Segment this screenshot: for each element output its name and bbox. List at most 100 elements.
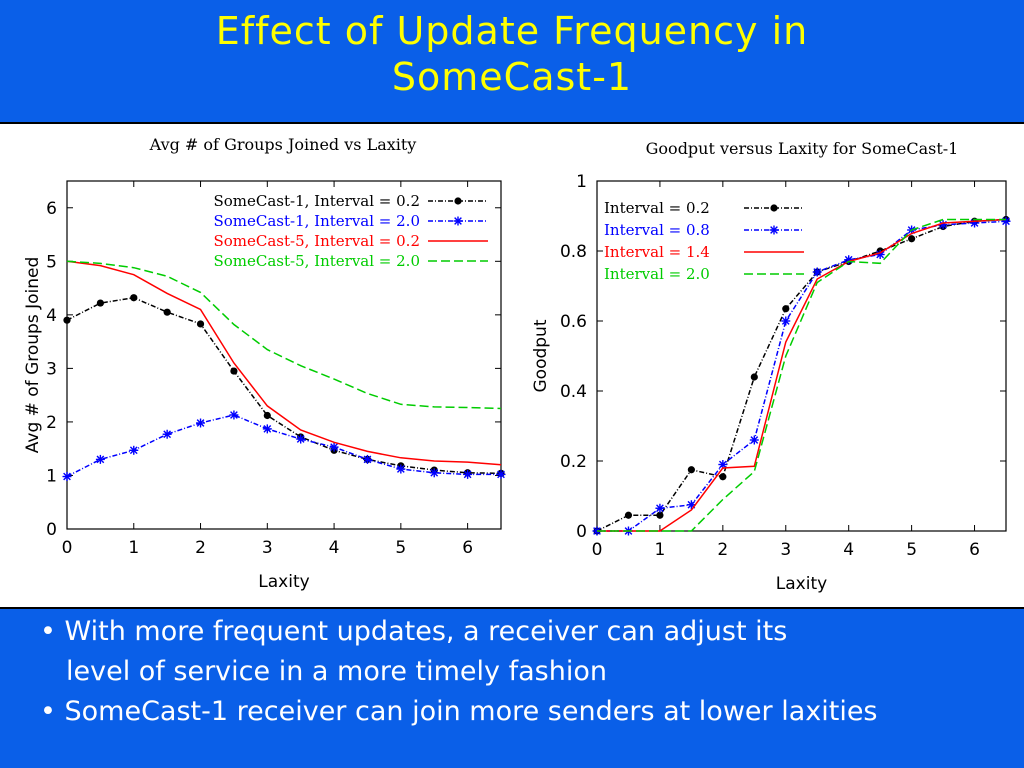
chart-goodput-svg: Goodput versus Laxity for SomeCast-1 0 1 2 3… [531, 139, 1011, 594]
chart-goodput: Goodput versus Laxity for SomeCast-1 0 1 2 3… [512, 124, 1024, 607]
data-point [812, 267, 822, 277]
chart-title: Avg # of Groups Joined vs Laxity [149, 135, 417, 154]
data-point [781, 316, 791, 326]
data-point [782, 305, 790, 313]
bullet-item-1: • With more frequent updates, a receiver… [40, 616, 788, 647]
charts-panel: Avg # of Groups Joined vs Laxity 0 1 2 3 4 5 6 0… [0, 122, 1024, 609]
plot-frame [66, 180, 502, 530]
y-tick-label: 0.6 [560, 312, 587, 332]
y-axis-label: Avg # of Groups Joined [23, 257, 43, 454]
legend-label: SomeCast-1, Interval = 0.2 [213, 192, 420, 210]
series-line [66, 260, 502, 410]
data-point [229, 410, 239, 420]
legend-marker [454, 197, 462, 205]
series-4 [597, 218, 1006, 532]
y-tick-label: 4 [46, 306, 57, 326]
data-point [1001, 216, 1011, 226]
data-point [396, 464, 406, 474]
legend-label: SomeCast-1, Interval = 2.0 [213, 212, 420, 230]
chart-groups-joined-svg: Avg # of Groups Joined vs Laxity 0 1 2 3 4 5 6 0… [23, 135, 506, 592]
x-tick-label: 3 [262, 538, 273, 558]
data-point [362, 454, 372, 464]
data-point [263, 411, 271, 420]
y-tick-label: 5 [46, 252, 57, 272]
x-axis-label: Laxity [258, 572, 309, 592]
y-axis-label: Goodput [531, 319, 551, 392]
data-point [230, 367, 238, 375]
data-point [749, 435, 759, 445]
legend-entry: SomeCast-5, Interval = 0.2 [213, 232, 488, 250]
legend-label: Interval = 0.8 [604, 221, 710, 239]
x-tick-label: 1 [655, 540, 666, 560]
legend-entry: SomeCast-5, Interval = 2.0 [213, 252, 488, 270]
bullet-item-2: • SomeCast-1 receiver can join more send… [40, 696, 878, 727]
chart-groups-joined: Avg # of Groups Joined vs Laxity 0 1 2 3 4 5 6 0… [0, 124, 512, 607]
y-tick-label: 1 [576, 172, 587, 192]
y-tick-label: 0 [46, 520, 57, 540]
series-line [597, 218, 1006, 532]
data-point [496, 469, 506, 479]
series-3 [597, 218, 1007, 532]
legend-label: Interval = 1.4 [604, 243, 710, 261]
data-point [196, 320, 205, 328]
data-point [750, 373, 758, 381]
legend-label: SomeCast-5, Interval = 2.0 [213, 252, 420, 270]
x-tick-label: 4 [329, 538, 340, 558]
plot-frame [596, 180, 1007, 532]
data-point [162, 429, 172, 439]
data-point [262, 424, 272, 434]
data-point [656, 511, 664, 519]
bullet-list: • With more frequent updates, a receiver… [40, 612, 1020, 732]
x-tick-label: 5 [906, 540, 917, 560]
slide-title: Effect of Update Frequency in SomeCast-1 [0, 8, 1024, 100]
data-point [624, 511, 633, 519]
legend-label: Interval = 2.0 [604, 265, 710, 283]
x-axis-label: Laxity [776, 574, 827, 594]
x-tick-label: 2 [195, 538, 206, 558]
legend-marker [453, 216, 463, 226]
y-tick-label: 0.8 [560, 242, 587, 262]
x-tick-label: 6 [969, 540, 980, 560]
legend-entry: Interval = 0.2 [604, 199, 804, 217]
legend-entry: SomeCast-1, Interval = 0.2 [213, 192, 488, 210]
data-point [63, 316, 71, 324]
y-tick-label: 6 [46, 199, 57, 219]
data-point [655, 503, 665, 513]
x-tick-label: 1 [128, 538, 139, 558]
legend-entry: Interval = 0.8 [604, 221, 804, 239]
legend-entry: Interval = 1.4 [604, 243, 804, 261]
series-2 [62, 410, 506, 482]
legend-entry: SomeCast-1, Interval = 2.0 [213, 212, 488, 230]
series-line [66, 296, 502, 475]
legend-label: SomeCast-5, Interval = 0.2 [213, 232, 420, 250]
data-point [95, 454, 105, 464]
legend-marker [770, 204, 778, 212]
data-point [129, 445, 139, 455]
data-point [62, 472, 72, 482]
series-4 [66, 260, 502, 410]
data-point [463, 469, 473, 479]
legend-label: Interval = 0.2 [604, 199, 710, 217]
legend-marker [769, 225, 779, 235]
slide-title-line-1: Effect of Update Frequency in [215, 9, 809, 53]
data-point [296, 434, 306, 444]
series-line [66, 414, 501, 478]
x-tick-label: 2 [717, 540, 728, 560]
series-3 [66, 260, 502, 466]
data-point [429, 468, 439, 478]
legend-entry: Interval = 2.0 [604, 265, 804, 283]
x-tick-label: 6 [462, 538, 473, 558]
data-point [687, 466, 695, 474]
series-1 [63, 294, 505, 477]
data-point [163, 308, 171, 316]
data-point [908, 235, 916, 243]
data-point [196, 418, 206, 428]
data-point [329, 442, 339, 452]
x-tick-label: 5 [395, 538, 406, 558]
x-tick-label: 3 [780, 540, 791, 560]
series-1 [593, 215, 1010, 535]
series-line [597, 218, 1007, 532]
data-point [96, 299, 104, 307]
y-tick-label: 0 [576, 522, 587, 542]
chart-title: Goodput versus Laxity for SomeCast-1 [646, 139, 959, 158]
